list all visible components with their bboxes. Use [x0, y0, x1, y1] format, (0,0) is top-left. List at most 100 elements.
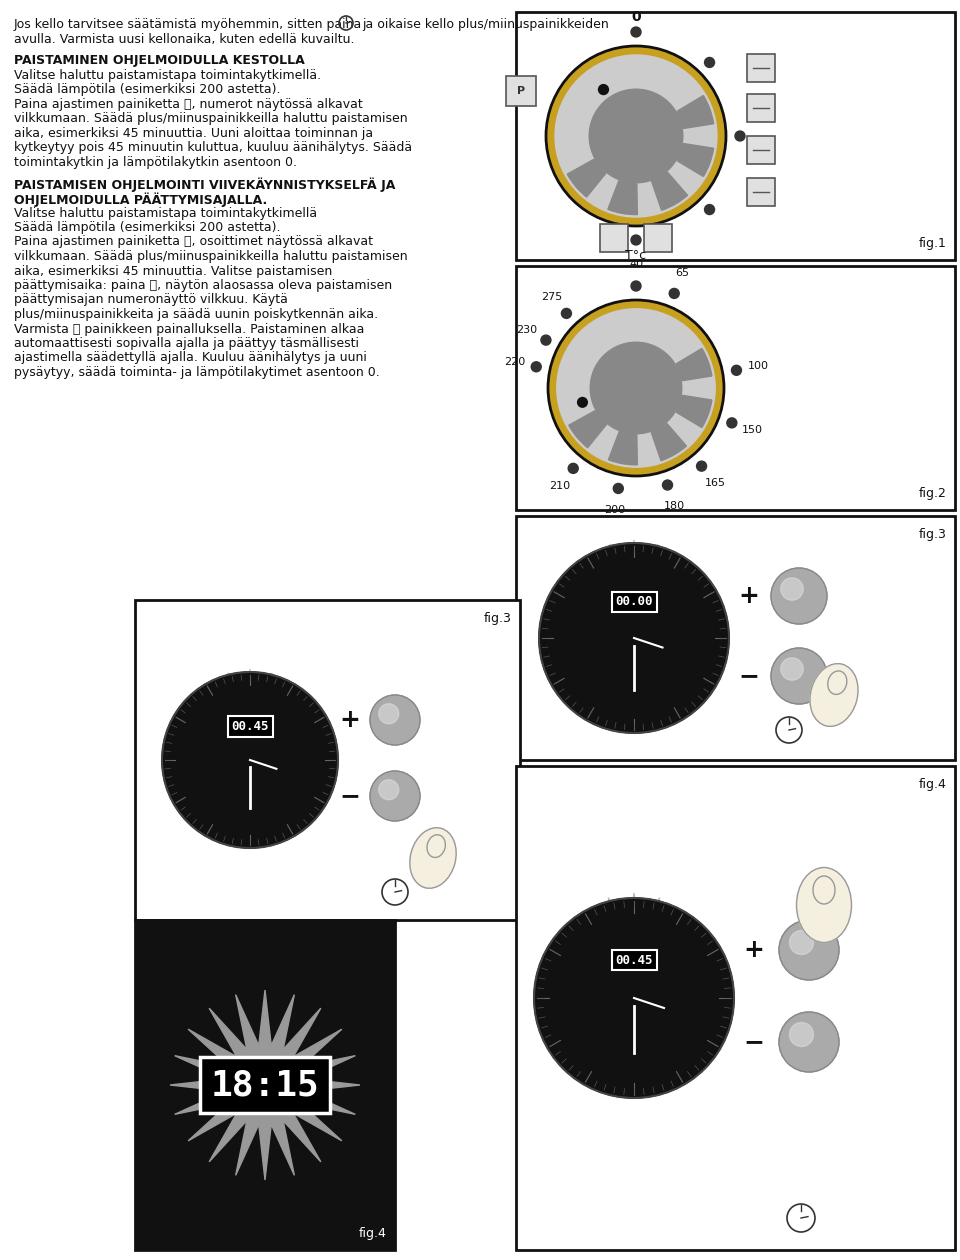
Text: 275: 275 [540, 292, 562, 302]
Text: ja oikaise kello plus/miinuspainikkeiden: ja oikaise kello plus/miinuspainikkeiden [362, 18, 609, 32]
Text: fig.4: fig.4 [359, 1227, 387, 1240]
Circle shape [780, 578, 804, 600]
Text: 230: 230 [516, 325, 537, 335]
Text: Paina ajastimen painiketta ⌛, osoittimet näytössä alkavat: Paina ajastimen painiketta ⌛, osoittimet… [14, 236, 373, 248]
Text: Valitse haluttu paistamistapa toimintakytkimellä: Valitse haluttu paistamistapa toimintaky… [14, 207, 317, 219]
Text: 0: 0 [631, 10, 641, 24]
Wedge shape [676, 396, 712, 427]
Text: P: P [516, 86, 525, 96]
Circle shape [555, 55, 717, 217]
Text: PAISTAMISEN OHJELMOINTI VIIVEKÄYNNISTYKSELFÄ JA: PAISTAMISEN OHJELMOINTI VIIVEKÄYNNISTYKS… [14, 178, 396, 192]
Wedge shape [609, 432, 637, 465]
Ellipse shape [828, 670, 847, 694]
Circle shape [771, 648, 827, 704]
Circle shape [578, 397, 588, 407]
Text: aika, esimerkiksi 45 minuuttia. Uuni aloittaa toiminnan ja: aika, esimerkiksi 45 minuuttia. Uuni alo… [14, 127, 373, 140]
Text: T°c: T°c [625, 249, 647, 262]
Text: OHJELMOIDULLA PÄÄTTYMISAJALLA.: OHJELMOIDULLA PÄÄTTYMISAJALLA. [14, 192, 267, 207]
Text: pysäytyy, säädä toiminta- ja lämpötilakytimet asentoon 0.: pysäytyy, säädä toiminta- ja lämpötilaky… [14, 365, 380, 379]
Circle shape [370, 696, 420, 745]
Wedge shape [652, 173, 687, 210]
Text: +: + [738, 583, 759, 609]
Text: 65: 65 [676, 268, 689, 278]
Text: 18:15: 18:15 [210, 1068, 320, 1102]
FancyBboxPatch shape [516, 266, 955, 510]
Wedge shape [677, 96, 713, 129]
Circle shape [557, 309, 715, 467]
Circle shape [631, 26, 641, 37]
Text: PAISTAMINEN OHJELMOIDULLA KESTOLLA: PAISTAMINEN OHJELMOIDULLA KESTOLLA [14, 54, 304, 67]
Circle shape [379, 780, 398, 800]
Circle shape [697, 461, 707, 471]
Text: vilkkumaan. Säädä plus/miinuspainikkeilla haluttu paistamisen: vilkkumaan. Säädä plus/miinuspainikkeill… [14, 112, 408, 125]
Text: fig.3: fig.3 [484, 612, 512, 625]
Circle shape [531, 362, 541, 372]
FancyBboxPatch shape [516, 766, 955, 1250]
Wedge shape [677, 144, 713, 176]
Text: toimintakytkin ja lämpötilakytkin asentoon 0.: toimintakytkin ja lämpötilakytkin asento… [14, 156, 297, 169]
Text: 165: 165 [706, 478, 726, 488]
Text: plus/miinuspainikkeita ja säädä uunin poiskytkennän aika.: plus/miinuspainikkeita ja säädä uunin po… [14, 307, 378, 321]
Text: 180: 180 [663, 501, 684, 512]
Text: päättymisajan numeronäyttö vilkkuu. Käytä: päättymisajan numeronäyttö vilkkuu. Käyt… [14, 294, 288, 306]
Circle shape [669, 289, 680, 299]
Text: 200: 200 [604, 505, 625, 515]
FancyBboxPatch shape [135, 600, 520, 920]
Text: 00.45: 00.45 [231, 719, 269, 733]
Text: Jos kello tarvitsee säätämistä myöhemmin, sitten paina: Jos kello tarvitsee säätämistä myöhemmin… [14, 18, 362, 32]
Circle shape [590, 343, 682, 433]
Text: fig.2: fig.2 [919, 488, 947, 500]
Text: 220: 220 [504, 358, 525, 367]
Text: kytkeytyy pois 45 minuutin kuluttua, kuuluu äänihälytys. Säädä: kytkeytyy pois 45 minuutin kuluttua, kuu… [14, 141, 412, 154]
Circle shape [562, 309, 571, 319]
Polygon shape [560, 893, 708, 1043]
Circle shape [705, 58, 714, 68]
Circle shape [546, 47, 726, 226]
Wedge shape [569, 411, 607, 447]
Circle shape [780, 658, 804, 680]
Circle shape [539, 543, 729, 733]
Text: +: + [744, 937, 764, 961]
Wedge shape [676, 349, 712, 381]
Text: 00.45: 00.45 [615, 954, 653, 966]
Polygon shape [186, 669, 314, 799]
Ellipse shape [410, 828, 456, 888]
Text: 40: 40 [629, 260, 643, 268]
Ellipse shape [427, 835, 445, 858]
Text: Säädä lämpötila (esimerkiksi 200 astetta).: Säädä lämpötila (esimerkiksi 200 astetta… [14, 220, 280, 234]
Circle shape [613, 484, 623, 494]
Circle shape [779, 1012, 839, 1072]
Circle shape [568, 464, 578, 474]
FancyBboxPatch shape [747, 54, 775, 82]
Text: avulla. Varmista uusi kellonaika, kuten edellä kuvailtu.: avulla. Varmista uusi kellonaika, kuten … [14, 33, 354, 45]
FancyBboxPatch shape [506, 76, 536, 106]
Text: Varmista ⌛ painikkeen painalluksella. Paistaminen alkaa: Varmista ⌛ painikkeen painalluksella. Pa… [14, 323, 365, 335]
Text: 150: 150 [742, 426, 763, 436]
Circle shape [789, 930, 813, 955]
Circle shape [705, 204, 714, 214]
Circle shape [631, 281, 641, 291]
Text: päättymisaika: paina ⌛, näytön alaosassa oleva paistamisen: päättymisaika: paina ⌛, näytön alaosassa… [14, 278, 392, 292]
Text: ajastimella säädettyllä ajalla. Kuuluu äänihälytys ja uuni: ajastimella säädettyllä ajalla. Kuuluu ä… [14, 352, 367, 364]
FancyBboxPatch shape [516, 13, 955, 260]
Text: vilkkumaan. Säädä plus/miinuspainikkeilla haluttu paistamisen: vilkkumaan. Säädä plus/miinuspainikkeill… [14, 249, 408, 263]
Text: 210: 210 [549, 481, 570, 490]
Circle shape [540, 335, 551, 345]
Text: −: − [340, 784, 361, 808]
Circle shape [735, 131, 745, 141]
Circle shape [662, 480, 673, 490]
FancyBboxPatch shape [644, 224, 672, 252]
Circle shape [370, 771, 420, 822]
Circle shape [379, 704, 398, 723]
Text: automaattisesti sopivalla ajalla ja päättyy täsmällisesti: automaattisesti sopivalla ajalla ja päät… [14, 336, 359, 350]
Text: −: − [738, 664, 759, 688]
Polygon shape [170, 990, 360, 1181]
Circle shape [732, 365, 741, 375]
Wedge shape [608, 180, 637, 214]
Circle shape [589, 89, 683, 183]
Circle shape [162, 672, 338, 848]
Ellipse shape [810, 664, 858, 726]
FancyBboxPatch shape [747, 94, 775, 122]
Text: −: − [743, 1029, 764, 1055]
Text: Säädä lämpötila (esimerkiksi 200 astetta).: Säädä lämpötila (esimerkiksi 200 astetta… [14, 83, 280, 96]
